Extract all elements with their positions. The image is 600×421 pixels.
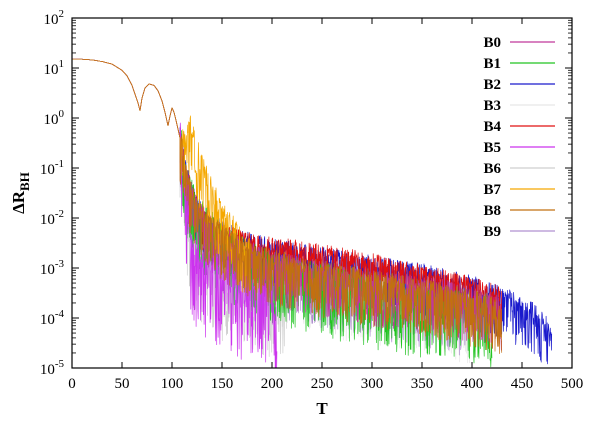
y-tick-label: 10-5 [40, 358, 65, 378]
y-tick-label: 10-3 [40, 258, 65, 278]
y-axis: 10-5 10-4 10-3 10-2 10-1 100 101 102 [40, 8, 572, 378]
y-tick-label: 10-2 [40, 208, 64, 228]
x-tick-label: 400 [461, 376, 484, 392]
legend-label-b2: B2 [483, 77, 501, 93]
legend-label-b9: B9 [483, 224, 501, 240]
x-axis: 0 50 100 150 200 250 300 350 400 450 500 [68, 18, 583, 392]
legend-label-b8: B8 [483, 203, 501, 219]
x-tick-label: 500 [561, 376, 584, 392]
y-tick-label: 10-4 [40, 308, 65, 328]
series-layer [72, 58, 553, 368]
x-tick-label: 450 [511, 376, 534, 392]
legend-label-b1: B1 [483, 56, 501, 72]
y-tick-label: 101 [44, 58, 65, 78]
legend-label-b7: B7 [483, 182, 501, 198]
x-tick-label: 250 [311, 376, 334, 392]
legend-label-b4: B4 [483, 119, 501, 135]
x-axis-title: T [316, 399, 328, 418]
legend-label-b6: B6 [483, 161, 501, 177]
x-tick-label: 0 [68, 376, 76, 392]
legend-label-b5: B5 [483, 140, 501, 156]
x-tick-label: 50 [115, 376, 130, 392]
series-line-b5 [72, 58, 278, 368]
x-tick-label: 350 [411, 376, 434, 392]
legend: B0 B1 B2 B3 B4 B5 B6 B7 B8 B9 [483, 35, 555, 240]
x-tick-label: 150 [211, 376, 234, 392]
x-tick-label: 300 [361, 376, 384, 392]
y-tick-label: 10-1 [40, 158, 64, 178]
legend-label-b0: B0 [483, 35, 501, 51]
x-tick-label: 100 [161, 376, 184, 392]
y-tick-label: 102 [44, 8, 65, 28]
legend-label-b3: B3 [483, 98, 501, 114]
y-tick-label: 100 [44, 108, 65, 128]
x-tick-label: 200 [261, 376, 284, 392]
series-line-b8 [72, 58, 503, 354]
y-axis-title: ΔRBH [9, 172, 32, 214]
